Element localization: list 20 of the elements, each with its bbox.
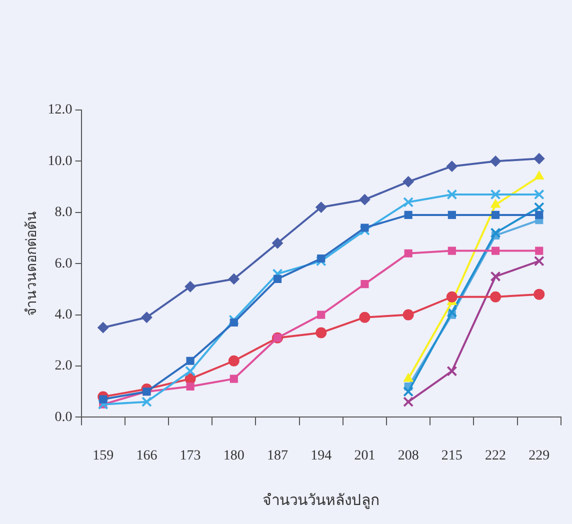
y-tick-label: 2.0 [54,358,72,374]
y-tick-label: 8.0 [54,205,72,220]
y-tick-label: 0.0 [54,410,72,425]
x-tick-label: 229 [528,448,550,464]
x-tick-label: 173 [180,448,201,464]
x-tick-label: 187 [267,448,288,464]
x-tick-label: 180 [223,448,244,464]
y-tick-label: 12.0 [48,102,72,118]
x-tick-label: 201 [354,448,376,464]
y-tick-label: 10.0 [48,154,72,169]
x-tick-label: 208 [398,448,419,464]
x-tick-label: 166 [136,448,158,464]
y-tick-label: 4.0 [54,307,72,322]
x-tick-label: 215 [441,448,462,464]
x-tick-label: 194 [310,448,332,464]
x-tick-label: 159 [92,448,114,464]
y-axis-title: จำนวนดอกต่อต้น [24,211,40,316]
y-tick-label: 6.0 [54,256,72,272]
x-axis-title: จำนวนวันหลังปลูก [262,490,380,509]
x-tick-label: 222 [485,448,506,464]
